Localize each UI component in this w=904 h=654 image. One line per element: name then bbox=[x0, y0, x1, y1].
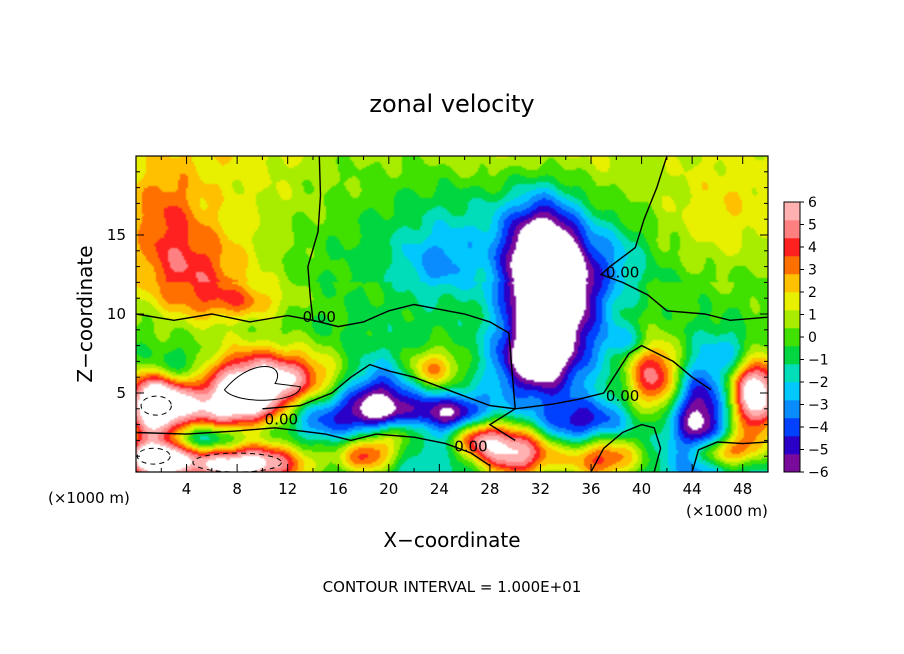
colorbar-swatch-14 bbox=[784, 202, 800, 221]
colorbar-swatch-6 bbox=[784, 346, 800, 365]
y-tick-label-15: 15 bbox=[107, 226, 126, 244]
y-tick-label-5: 5 bbox=[116, 384, 126, 402]
heatmap-area bbox=[136, 156, 768, 472]
zero-contour-4 bbox=[136, 427, 491, 467]
y-tick-label-10: 10 bbox=[107, 305, 126, 323]
heatmap-image bbox=[136, 156, 768, 472]
colorbar-label-2: 2 bbox=[808, 285, 817, 301]
x-unit-right: (×1000 m) bbox=[686, 502, 768, 520]
x-tick-label-20: 20 bbox=[379, 480, 398, 498]
contour-lines bbox=[136, 156, 768, 472]
x-tick-label-32: 32 bbox=[531, 480, 550, 498]
y-axis-ticks: 5 10 15 bbox=[107, 171, 768, 457]
colorbar-label--2: −2 bbox=[808, 375, 829, 391]
zero-contour-3 bbox=[599, 156, 768, 322]
contour-label-0: 0.00 bbox=[303, 308, 336, 326]
colorbar-swatch-2 bbox=[784, 418, 800, 437]
x-tick-label-4: 4 bbox=[182, 480, 192, 498]
colorbar-swatch-0 bbox=[784, 454, 800, 473]
colorbar: 6 5 4 3 2 1 0 −1 −2 −3 −4 −5 −6 bbox=[783, 195, 829, 481]
colorbar-label--1: −1 bbox=[808, 353, 829, 369]
colorbar-label-4: 4 bbox=[808, 240, 817, 256]
x-tick-label-8: 8 bbox=[232, 480, 242, 498]
zero-contour-1 bbox=[488, 332, 516, 441]
colorbar-label--5: −5 bbox=[808, 443, 829, 459]
zero-contour-6 bbox=[590, 423, 662, 472]
colorbar-label-1: 1 bbox=[808, 308, 817, 324]
zero-contour-2 bbox=[307, 156, 322, 321]
contour-label-3: 0.00 bbox=[454, 437, 487, 455]
inner-contour-positive bbox=[223, 366, 301, 401]
chart-title: zonal velocity bbox=[369, 90, 534, 118]
x-tick-label-36: 36 bbox=[581, 480, 600, 498]
contour-label-4: 0.00 bbox=[606, 387, 639, 405]
colorbar-label-3: 3 bbox=[808, 263, 817, 279]
x-tick-label-28: 28 bbox=[480, 480, 499, 498]
x-unit-left: (×1000 m) bbox=[48, 489, 130, 507]
colorbar-swatch-4 bbox=[784, 382, 800, 401]
colorbar-label-5: 5 bbox=[808, 218, 817, 234]
zero-contour-0 bbox=[136, 303, 510, 334]
colorbar-swatch-12 bbox=[784, 238, 800, 257]
contour-label-2: 0.00 bbox=[265, 411, 298, 429]
colorbar-swatch-13 bbox=[784, 220, 800, 239]
colorbar-swatch-10 bbox=[784, 274, 800, 293]
contour-interval-note: CONTOUR INTERVAL = 1.000E+01 bbox=[323, 578, 582, 596]
x-tick-label-40: 40 bbox=[632, 480, 651, 498]
colorbar-swatch-11 bbox=[784, 256, 800, 275]
colorbar-label--4: −4 bbox=[808, 420, 829, 436]
x-axis-label: X−coordinate bbox=[383, 528, 520, 552]
colorbar-swatch-7 bbox=[784, 328, 800, 347]
colorbar-label-0: 0 bbox=[808, 330, 817, 346]
contour-labels: 0.00 0.00 0.00 0.00 0.00 bbox=[265, 264, 640, 456]
x-tick-label-44: 44 bbox=[683, 480, 702, 498]
colorbar-swatch-3 bbox=[784, 400, 800, 419]
dashed-contour-0 bbox=[140, 395, 172, 416]
contour-label-1: 0.00 bbox=[606, 264, 639, 282]
colorbar-label-6: 6 bbox=[808, 195, 817, 211]
colorbar-swatch-8 bbox=[784, 310, 800, 329]
x-axis-ticks: 4 8 12 16 20 24 28 32 36 40 44 48 bbox=[160, 156, 752, 498]
x-tick-label-12: 12 bbox=[278, 480, 297, 498]
x-tick-label-48: 48 bbox=[733, 480, 752, 498]
colorbar-swatch-5 bbox=[784, 364, 800, 383]
colorbar-swatch-9 bbox=[784, 292, 800, 311]
x-tick-label-16: 16 bbox=[329, 480, 348, 498]
colorbar-label--3: −3 bbox=[808, 398, 829, 414]
y-axis-label: Z−coordinate bbox=[73, 245, 97, 382]
zero-contour-7 bbox=[691, 441, 768, 472]
colorbar-swatch-1 bbox=[784, 436, 800, 455]
zero-contour-5 bbox=[262, 344, 712, 410]
x-tick-label-24: 24 bbox=[430, 480, 449, 498]
colorbar-label--6: −6 bbox=[808, 465, 829, 481]
